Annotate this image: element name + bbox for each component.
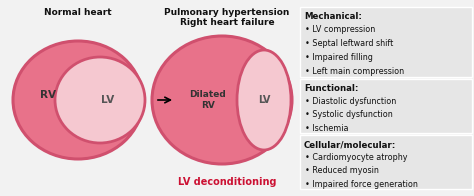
Text: RV: RV (40, 90, 56, 100)
Text: Normal heart: Normal heart (44, 8, 112, 17)
FancyBboxPatch shape (300, 135, 472, 189)
Text: Pulmonary hypertension
Right heart failure: Pulmonary hypertension Right heart failu… (164, 8, 290, 27)
Text: Mechanical:: Mechanical: (304, 12, 362, 21)
Text: • Systolic dysfunction: • Systolic dysfunction (305, 110, 393, 119)
Text: LV: LV (258, 95, 270, 105)
Text: Dilated
RV: Dilated RV (190, 90, 227, 110)
Text: • Septal leftward shift: • Septal leftward shift (305, 39, 393, 48)
Text: • Left main compression: • Left main compression (305, 67, 404, 76)
FancyBboxPatch shape (300, 7, 472, 77)
Text: • Cardiomyocyte atrophy: • Cardiomyocyte atrophy (305, 153, 408, 162)
Ellipse shape (152, 36, 292, 164)
Text: • Impaired force generation: • Impaired force generation (305, 180, 418, 189)
Text: • Impaired filling: • Impaired filling (305, 53, 373, 62)
Text: • Diastolic dysfunction: • Diastolic dysfunction (305, 97, 396, 106)
Ellipse shape (237, 50, 291, 150)
Ellipse shape (55, 57, 145, 143)
Text: • LV compression: • LV compression (305, 25, 375, 34)
Text: LV deconditioning: LV deconditioning (178, 177, 276, 187)
FancyBboxPatch shape (300, 79, 472, 133)
Text: Functional:: Functional: (304, 84, 358, 93)
Text: Cellular/molecular:: Cellular/molecular: (304, 140, 396, 149)
Text: LV: LV (101, 95, 115, 105)
Ellipse shape (13, 41, 143, 159)
Text: • Ischemia: • Ischemia (305, 124, 348, 133)
Text: • Reduced myosin: • Reduced myosin (305, 166, 379, 175)
